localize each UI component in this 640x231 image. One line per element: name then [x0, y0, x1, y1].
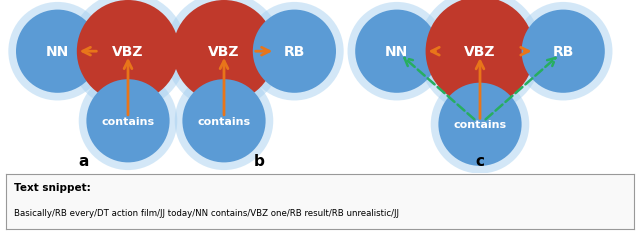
Ellipse shape: [522, 11, 605, 93]
Ellipse shape: [173, 1, 275, 103]
Ellipse shape: [165, 0, 283, 111]
Ellipse shape: [348, 3, 446, 101]
Text: NN: NN: [46, 45, 69, 59]
Ellipse shape: [514, 3, 612, 101]
Text: VBZ: VBZ: [208, 45, 240, 59]
Ellipse shape: [253, 11, 336, 93]
Ellipse shape: [86, 80, 170, 163]
Text: VBZ: VBZ: [464, 45, 496, 59]
Ellipse shape: [79, 72, 177, 170]
Text: NN: NN: [385, 45, 408, 59]
Ellipse shape: [175, 72, 273, 170]
Ellipse shape: [418, 0, 542, 114]
Ellipse shape: [245, 3, 344, 101]
Ellipse shape: [431, 76, 529, 174]
Ellipse shape: [355, 11, 438, 93]
Text: c: c: [476, 153, 484, 168]
Ellipse shape: [182, 80, 266, 163]
Ellipse shape: [77, 1, 179, 103]
Text: Basically/RB every/DT action film/JJ today/NN contains/VBZ one/RB result/RB unre: Basically/RB every/DT action film/JJ tod…: [14, 208, 399, 217]
Ellipse shape: [16, 11, 99, 93]
Text: contains: contains: [101, 116, 155, 126]
Text: a: a: [78, 153, 88, 168]
Ellipse shape: [426, 0, 534, 106]
Text: contains: contains: [453, 120, 507, 130]
Ellipse shape: [69, 0, 187, 111]
Text: Text snippet:: Text snippet:: [14, 182, 91, 192]
Ellipse shape: [438, 83, 522, 166]
Text: RB: RB: [552, 45, 574, 59]
Ellipse shape: [8, 3, 107, 101]
Text: contains: contains: [197, 116, 251, 126]
Text: RB: RB: [284, 45, 305, 59]
Text: b: b: [254, 153, 264, 168]
Text: VBZ: VBZ: [112, 45, 144, 59]
